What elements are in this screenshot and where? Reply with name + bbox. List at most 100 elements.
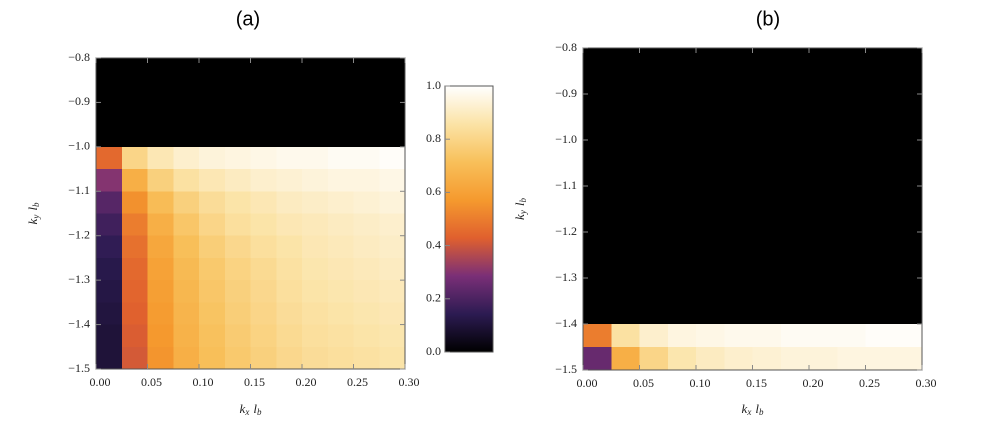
axis-label-part: l [25, 207, 40, 211]
heatmap-cell [276, 280, 303, 303]
heatmap-cell [639, 255, 669, 279]
heatmap-cell [379, 302, 406, 326]
heatmap-cell [696, 301, 725, 325]
heatmap-cell [199, 169, 226, 192]
heatmap-cell [379, 191, 406, 215]
heatmap-cell [583, 324, 612, 348]
x-tick-label: 0.25 [859, 376, 880, 390]
y-tick-label: −1.2 [555, 224, 577, 238]
heatmap-cell [893, 324, 923, 348]
heatmap-cell [639, 163, 669, 187]
heatmap-cell [147, 146, 174, 170]
heatmap-cell [611, 232, 641, 256]
heatmap-cell [353, 280, 380, 303]
heatmap-cell [893, 209, 923, 233]
heatmap-cell [639, 209, 669, 233]
heatmap-cell [327, 213, 355, 237]
heatmap-cell [302, 213, 329, 237]
chart-title: (b) [756, 8, 780, 30]
heatmap-cell [696, 232, 725, 256]
heatmap-cell [302, 191, 329, 215]
heatmap-cell [276, 302, 303, 326]
heatmap-cell [611, 255, 641, 279]
heatmap-cell [96, 280, 123, 303]
heatmap-cell [353, 58, 380, 81]
axis-label-part: k [512, 214, 527, 220]
heatmap-cell [353, 324, 380, 348]
heatmap-cell [121, 191, 149, 215]
heatmap-cell [302, 324, 329, 348]
heatmap-cell [121, 346, 149, 370]
heatmap-cell [893, 301, 923, 325]
heatmap-cell [809, 232, 838, 256]
heatmap-cell [199, 124, 226, 148]
heatmap-cell [865, 140, 895, 164]
heatmap-cell [224, 58, 252, 81]
heatmap-cell [96, 80, 123, 104]
chart-title: (a) [236, 8, 260, 30]
heatmap-cell [752, 186, 782, 210]
colorbar-tick-label: 0.6 [426, 184, 441, 198]
heatmap-cell [809, 186, 838, 210]
heatmap-cell [583, 278, 612, 302]
y-tick-label: −1.1 [68, 183, 90, 197]
x-tick-label: 0.05 [633, 376, 654, 390]
heatmap-cell [809, 48, 838, 72]
heatmap-cell [667, 301, 697, 325]
heatmap-cell [837, 186, 867, 210]
heatmap-cell [893, 117, 923, 141]
heatmap-cell [121, 146, 149, 170]
heatmap-cell [639, 301, 669, 325]
heatmap-cell [865, 94, 895, 118]
axis-label-subscript: b [257, 407, 262, 417]
x-tick-label: 0.05 [141, 375, 162, 389]
heatmap-cell [583, 232, 612, 256]
axis-label-subscript: y [518, 210, 528, 215]
heatmap-cell [752, 94, 782, 118]
heatmap-cell [379, 146, 406, 170]
heatmap-cell [809, 163, 838, 187]
heatmap-cell [724, 94, 754, 118]
heatmap-cell [724, 324, 754, 348]
heatmap-cell [199, 257, 226, 281]
heatmap-cell [199, 324, 226, 348]
heatmap-cell [224, 169, 252, 192]
heatmap-cell [752, 278, 782, 302]
heatmap-cell [696, 209, 725, 233]
heatmap-cell [147, 124, 174, 148]
heatmap-cell [276, 58, 303, 81]
heatmap-cell [147, 191, 174, 215]
heatmap-cell [667, 347, 697, 371]
heatmap-cell [173, 280, 200, 303]
heatmap-cell [696, 347, 725, 371]
y-tick-label: −1.1 [555, 178, 577, 192]
heatmap-cell [250, 80, 277, 104]
heatmap-cell [96, 102, 123, 126]
heatmap-cell [696, 140, 725, 164]
heatmap-cell [379, 257, 406, 281]
colorbar-tick-label: 0.0 [426, 344, 441, 358]
heatmap-cell [250, 257, 277, 281]
y-tick-label: −1.4 [555, 316, 577, 330]
heatmap-cell [250, 102, 277, 126]
heatmap-cell [752, 301, 782, 325]
heatmap-cell [583, 71, 612, 95]
heatmap-cell [696, 255, 725, 279]
heatmap-cell [96, 213, 123, 237]
heatmap-cell [353, 346, 380, 370]
heatmap-cell [379, 235, 406, 259]
heatmap-cell [199, 280, 226, 303]
heatmap-cell [696, 71, 725, 95]
heatmap-cell [837, 255, 867, 279]
heatmap-cell [327, 191, 355, 215]
heatmap-cell [121, 124, 149, 148]
heatmap-cell [752, 232, 782, 256]
x-tick-label: 0.15 [746, 376, 767, 390]
heatmap-cell [121, 169, 149, 192]
colorbar-tick-label: 0.8 [426, 131, 441, 145]
heatmap-cell [173, 324, 200, 348]
heatmap-cell [224, 146, 252, 170]
heatmap-cell [96, 346, 123, 370]
heatmap-cell [147, 213, 174, 237]
heatmap-cell [250, 191, 277, 215]
